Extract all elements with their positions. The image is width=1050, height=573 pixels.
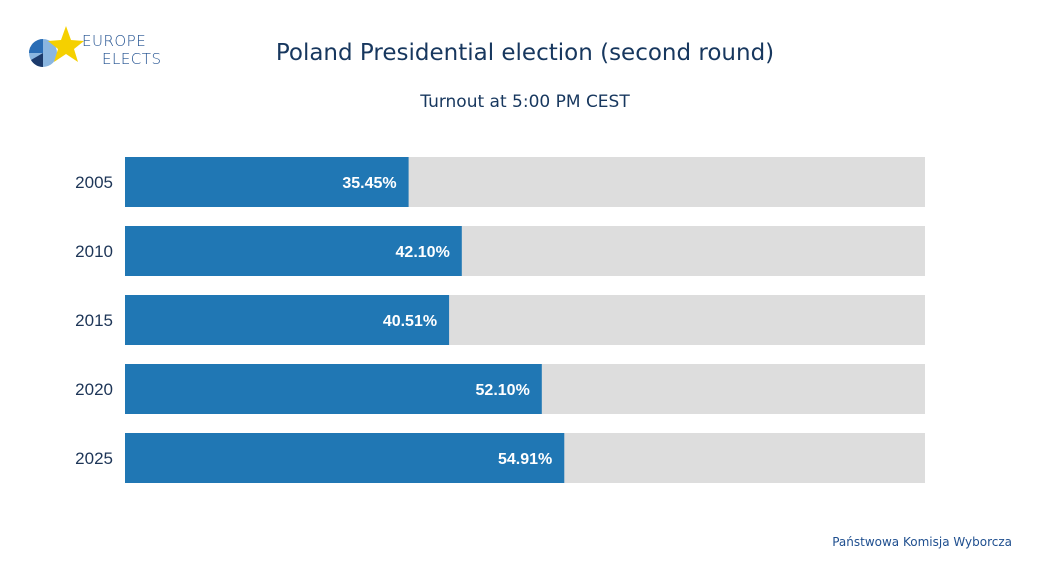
value-label-2015: 40.51% [383,313,437,330]
europe-elects-logo [29,26,84,67]
value-label-2005: 35.45% [342,175,396,192]
category-label-2020: 2020 [75,380,113,399]
value-label-2020: 52.10% [476,382,530,399]
chart-subtitle: Turnout at 5:00 PM CEST [420,92,630,112]
value-label-2025: 54.91% [498,451,552,468]
bar-2025 [125,433,565,483]
category-label-2005: 2005 [75,173,113,192]
logo-line-1: EUROPE [82,32,147,50]
bar-2015 [125,295,450,345]
logo-line-2: ELECTS [102,50,162,68]
category-label-2010: 2010 [75,242,113,261]
bar-2005 [125,157,409,207]
source-credit: Państwowa Komisja Wyborcza [832,535,1012,549]
bar-2020 [125,364,542,414]
category-label-2015: 2015 [75,311,113,330]
category-label-2025: 2025 [75,449,113,468]
logo-wordmark: EUROPE ELECTS [82,32,161,68]
bar-2010 [125,226,462,276]
value-label-2010: 42.10% [396,244,450,261]
chart-title: Poland Presidential election (second rou… [275,40,775,66]
